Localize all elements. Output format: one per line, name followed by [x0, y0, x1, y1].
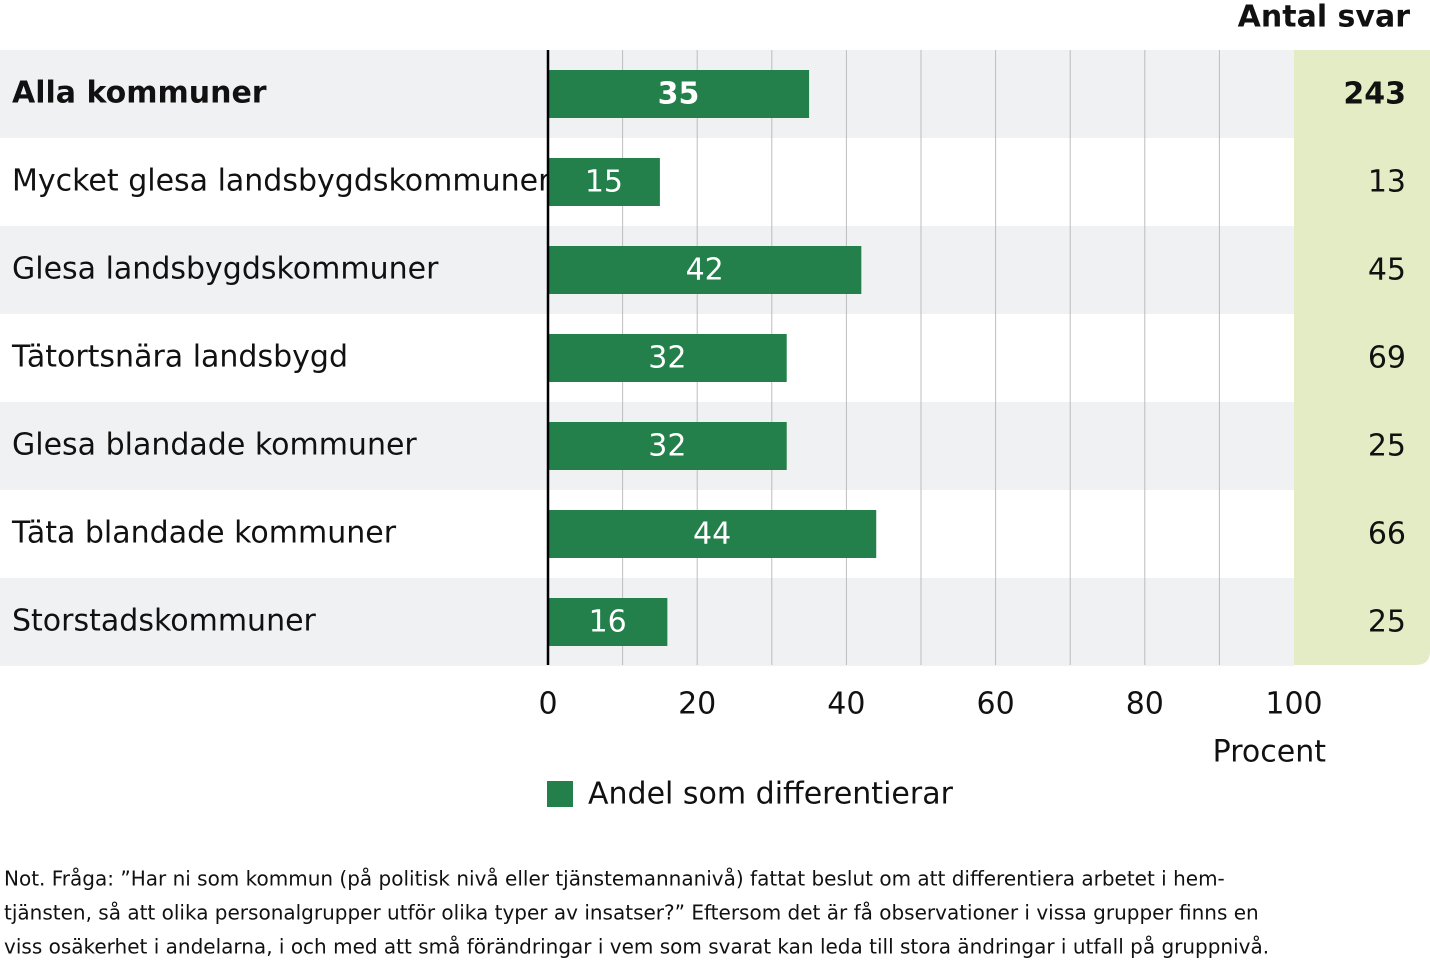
count-title: Antal svar [1238, 0, 1411, 35]
category-label: Täta blandade kommuner [11, 516, 397, 551]
count-value: 243 [1343, 77, 1406, 112]
x-tick-label: 100 [1265, 687, 1322, 722]
bar [548, 246, 862, 294]
bar [548, 510, 877, 558]
note-line: viss osäkerhet i andelarna, i och med at… [4, 935, 1269, 959]
category-label: Glesa landsbygdskommuner [12, 252, 439, 287]
value-label: 16 [589, 605, 627, 640]
count-value: 25 [1368, 605, 1406, 640]
x-tick-label: 60 [977, 687, 1015, 722]
legend-label: Andel som differentierar [588, 777, 954, 812]
count-value: 25 [1368, 429, 1406, 464]
count-value: 66 [1368, 517, 1406, 552]
count-value: 69 [1368, 341, 1406, 376]
category-label: Alla kommuner [12, 76, 267, 111]
bar [548, 70, 810, 118]
category-label: Mycket glesa landsbygdskommuner [12, 164, 551, 199]
bar [548, 334, 787, 382]
category-label: Storstadskommuner [12, 604, 317, 639]
value-label: 32 [648, 341, 686, 376]
x-tick-label: 20 [678, 687, 716, 722]
note-line: tjänsten, så att olika personalgrupper u… [4, 901, 1259, 925]
category-label: Glesa blandade kommuner [12, 428, 417, 463]
bar [548, 598, 668, 646]
value-label: 32 [648, 429, 686, 464]
x-tick-label: 80 [1126, 687, 1164, 722]
x-tick-label: 40 [827, 687, 865, 722]
x-tick-label: 0 [538, 687, 557, 722]
x-axis-label: Procent [1213, 735, 1327, 770]
value-label: 15 [585, 165, 623, 200]
bar [548, 422, 787, 470]
value-label: 42 [686, 253, 724, 288]
bar [548, 158, 660, 206]
value-label: 35 [658, 77, 700, 112]
note-line: Not. Fråga: ”Har ni som kommun (på polit… [4, 867, 1225, 891]
category-label: Tätortsnära landsbygd [11, 340, 348, 375]
count-value: 45 [1368, 253, 1406, 288]
legend-swatch [547, 781, 573, 807]
count-value: 13 [1368, 165, 1406, 200]
value-label: 44 [693, 517, 731, 552]
count-column [1294, 50, 1430, 665]
